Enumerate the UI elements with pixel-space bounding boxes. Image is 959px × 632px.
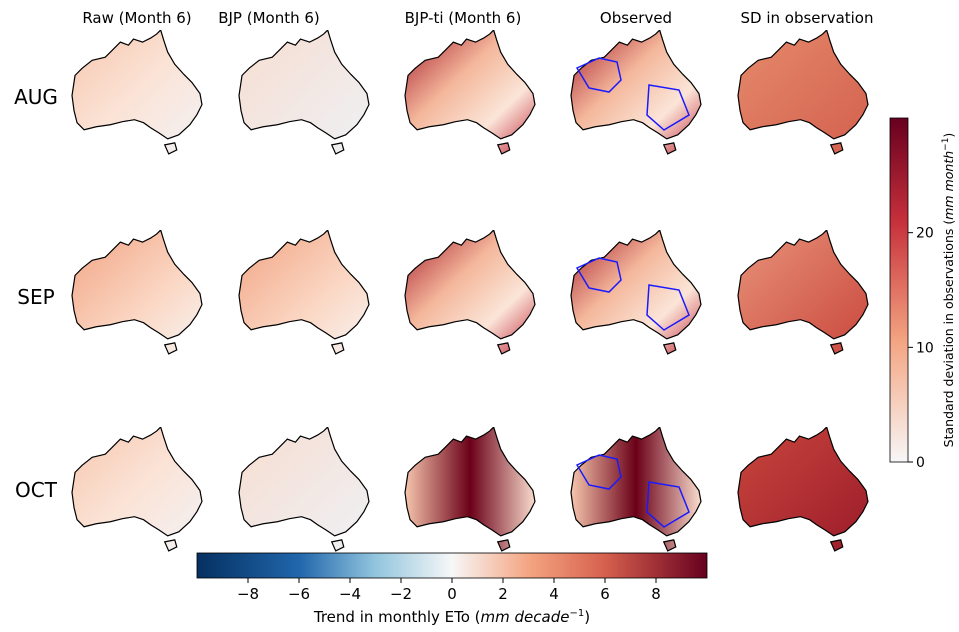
row-label: AUG (14, 85, 58, 109)
label-exponent: −1 (569, 608, 584, 619)
significance-contour (575, 454, 690, 528)
australia-map (570, 30, 702, 155)
column-title: BJP (Month 6) (218, 9, 320, 27)
label-unit: mm month (941, 151, 956, 220)
label-exponent: −1 (941, 138, 951, 151)
sd-colorbar (889, 117, 909, 463)
australia-map (737, 230, 869, 355)
australia-map (570, 427, 702, 552)
row-label: SEP (17, 285, 54, 309)
row-label: OCT (15, 478, 58, 502)
label-text: Trend in monthly ETo ( (313, 608, 481, 626)
sd-colorbar-label: Standard deviation in observations (mm m… (941, 133, 956, 448)
australia-map (238, 30, 370, 155)
label-unit: mm decade (481, 608, 570, 626)
column-title: BJP-ti (Month 6) (405, 9, 522, 27)
trend-colorbar-label: Trend in monthly ETo (mm decade−1) (313, 608, 590, 626)
column-title: Raw (Month 6) (82, 9, 191, 27)
tick-label: 0 (916, 455, 925, 471)
trend-colorbar (196, 552, 708, 579)
tick-label: −2 (390, 585, 412, 603)
significance-contour (575, 57, 690, 131)
tick-label: 2 (498, 585, 508, 603)
australia-map (737, 30, 869, 155)
tick-label: 8 (651, 585, 661, 603)
australia-map (404, 427, 536, 552)
australia-map (238, 230, 370, 355)
column-title: Observed (600, 9, 672, 27)
tick-label: −8 (237, 585, 259, 603)
tick-label: −6 (288, 585, 310, 603)
tick-label: 6 (600, 585, 610, 603)
tick-label: −4 (339, 585, 361, 603)
australia-map (404, 230, 536, 355)
tick-label: 10 (916, 340, 934, 356)
label-text: Standard deviation in observations ( (941, 220, 956, 448)
australia-map (570, 230, 702, 355)
australia-map (71, 30, 203, 155)
tick-label: 4 (549, 585, 559, 603)
column-title: SD in observation (741, 9, 874, 27)
label-end: ) (584, 608, 590, 626)
australia-map (238, 427, 370, 552)
label-end: ) (941, 133, 956, 138)
significance-contour (575, 257, 690, 331)
tick-label: 0 (447, 585, 457, 603)
australia-map (71, 427, 203, 552)
australia-map (404, 30, 536, 155)
australia-map (737, 427, 869, 552)
map-grid (71, 30, 869, 552)
tick-label: 20 (916, 226, 934, 242)
australia-map (71, 230, 203, 355)
